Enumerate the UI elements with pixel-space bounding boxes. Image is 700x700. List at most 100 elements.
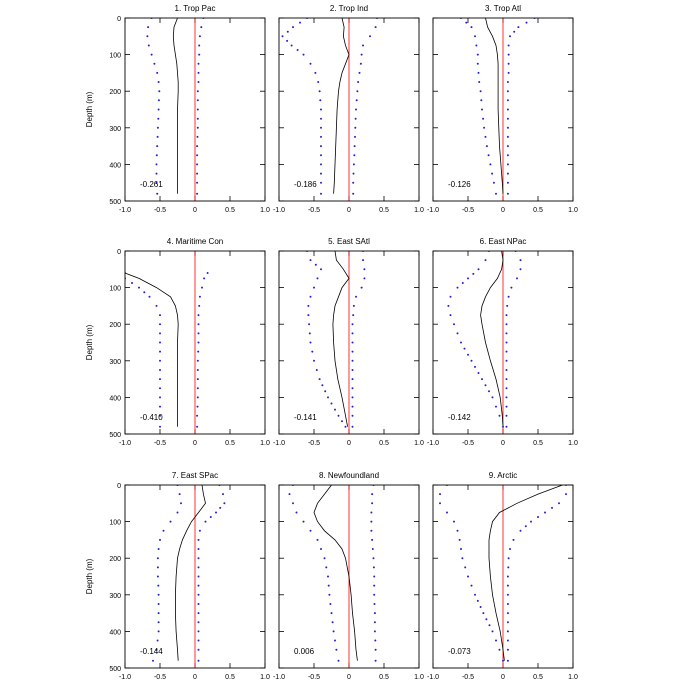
series-lower-point [330, 612, 333, 615]
series-upper-point [206, 272, 209, 274]
series-upper-point [196, 135, 199, 138]
series-lower-point [159, 332, 161, 335]
series-lower-point [453, 323, 455, 326]
series-lower-point [477, 268, 480, 271]
x-tick-label: -0.5 [462, 674, 474, 681]
series-upper-point [505, 378, 508, 381]
series-upper-point [197, 341, 200, 344]
x-tick-label: 0.5 [379, 674, 389, 681]
series-upper-point [506, 163, 509, 166]
panel-value-label: -0.141 [294, 413, 317, 422]
series-lower-point [320, 172, 322, 175]
series-upper-point [371, 538, 374, 541]
series-upper-point [204, 520, 207, 523]
series-upper-point [372, 566, 375, 569]
series-upper-point [506, 99, 509, 102]
series-lower-point [484, 259, 487, 262]
panel-3: 3. Trop Atl -1.0 -0.5 0 0.5 1.0 -0.126 [427, 4, 578, 214]
series-upper-point [506, 659, 509, 662]
x-tick-label: 0 [347, 440, 351, 447]
y-tick-label: 0 [117, 483, 121, 490]
series-lower-point [180, 502, 182, 505]
series-lower-point [156, 135, 159, 138]
panel-5: 5. East SAtl -1.0 -0.5 0 0.5 1.0 -0.141 [273, 237, 424, 447]
panel-series [460, 18, 536, 195]
series-upper-point [505, 396, 508, 399]
y-tick-label: 100 [109, 53, 121, 60]
series-upper-point [506, 172, 509, 175]
series-lower-point [456, 529, 459, 532]
x-tick-label: -0.5 [154, 207, 166, 214]
series-lower-point [148, 295, 151, 298]
series-upper-point [196, 154, 199, 157]
series-upper-point [505, 414, 508, 417]
series-upper-point [507, 62, 510, 65]
series-upper-point [506, 621, 509, 624]
x-tick-label: -1.0 [119, 674, 131, 681]
series-upper-point [517, 26, 520, 29]
series-lower-point [309, 259, 312, 262]
series-lower-point [320, 192, 322, 195]
series-upper-point [360, 286, 363, 289]
series-lower-point [476, 62, 479, 65]
series-lower-point [467, 575, 469, 578]
panel-7: 7. East SPac 0 100 200 300 400 500-1.0 -0.5 0 0.5… [85, 471, 270, 681]
series-upper-point [219, 506, 222, 509]
series-lower-point [309, 62, 312, 65]
x-tick-label: -1.0 [427, 207, 439, 214]
series-upper-point [506, 135, 509, 138]
series-upper-point [352, 181, 355, 184]
y-tick-label: 200 [109, 322, 121, 329]
series-upper-point [506, 145, 509, 148]
series-lower-point [159, 359, 161, 362]
series-lower-point [479, 90, 482, 93]
series-lower-point [331, 621, 334, 624]
series-upper-point [197, 639, 200, 642]
series-upper-point [505, 323, 508, 326]
series-upper-point [354, 117, 357, 120]
series-upper-point [373, 593, 376, 596]
series-lower-point [156, 145, 159, 148]
y-axis-title: Depth (m) [85, 91, 94, 127]
series-lower-point [158, 90, 161, 93]
series-upper-point [222, 493, 224, 496]
series-lower-point [491, 396, 494, 399]
series-mean-line [480, 251, 504, 427]
series-lower-point [159, 414, 161, 417]
panel-value-label: 0.006 [294, 647, 315, 656]
panel-frame [432, 484, 574, 669]
series-lower-point [464, 566, 467, 569]
y-tick-label: 100 [109, 520, 121, 527]
series-upper-point [524, 525, 527, 528]
x-tick-label: -1.0 [119, 207, 131, 214]
series-lower-point [155, 304, 158, 307]
series-lower-point [463, 347, 466, 350]
series-upper-point [512, 538, 515, 541]
series-upper-point [197, 648, 200, 651]
series-lower-point [157, 81, 160, 83]
series-upper-point [352, 314, 355, 317]
series-lower-point [475, 44, 478, 47]
series-upper-point [196, 163, 199, 166]
series-upper-point [373, 603, 376, 605]
series-lower-point [488, 390, 490, 393]
panel-series [439, 485, 567, 662]
series-lower-point [320, 181, 322, 184]
series-lower-point [470, 584, 473, 587]
series-upper-point [507, 44, 510, 47]
series-lower-point [344, 425, 347, 428]
series-lower-point [320, 135, 322, 138]
panel-title: 5. East SAtl [328, 237, 370, 246]
series-upper-point [197, 548, 200, 550]
series-upper-point [506, 639, 509, 642]
series-upper-point [196, 425, 199, 428]
panel-value-label: -0.410 [140, 413, 163, 422]
series-upper-point [197, 603, 200, 605]
panel-6: 6. East NPac -1.0 -0.5 0 0.5 1.0 -0.142 [427, 237, 578, 447]
series-upper-point [355, 295, 357, 298]
series-lower-point [476, 599, 479, 602]
x-tick-label: 0.5 [533, 440, 543, 447]
x-tick-label: -0.5 [308, 207, 320, 214]
panel-frame [124, 250, 266, 435]
series-upper-point [506, 603, 509, 605]
